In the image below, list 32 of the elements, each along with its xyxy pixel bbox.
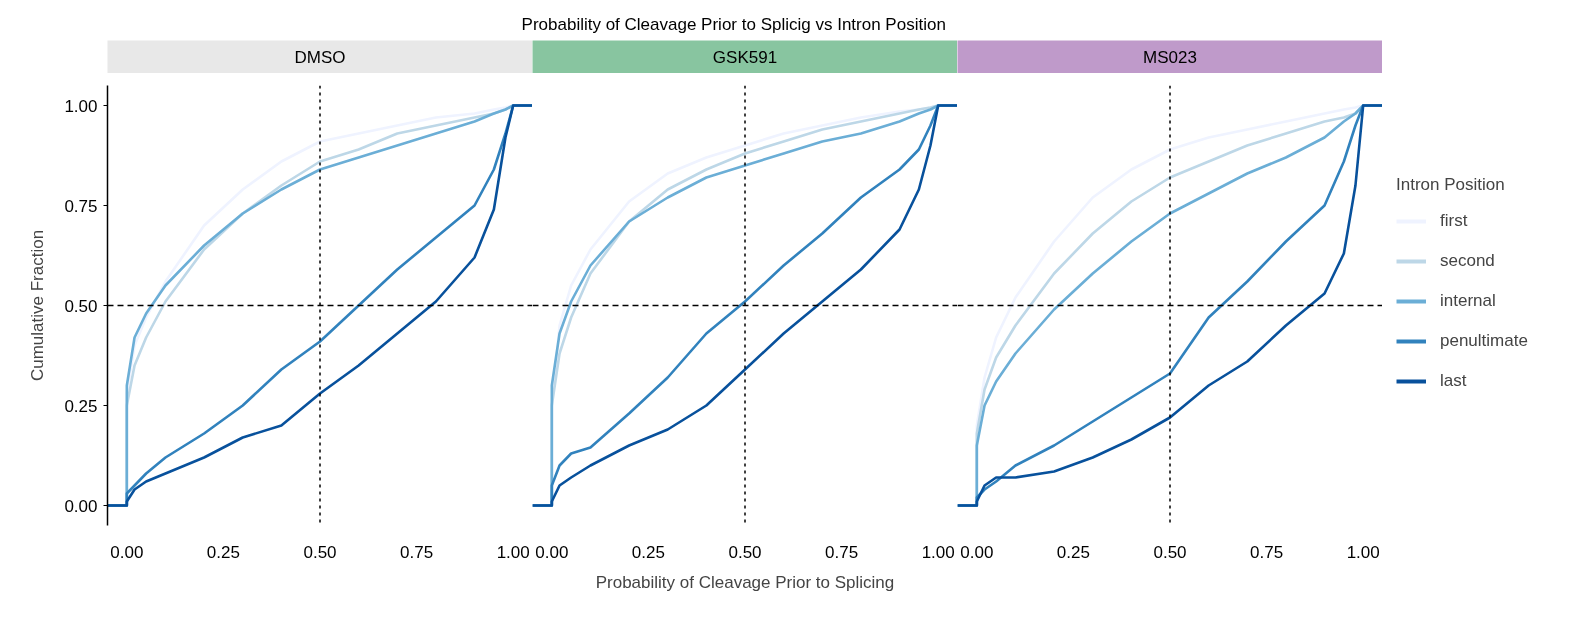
chart-title: DMSO [294, 47, 346, 67]
x-tick-label: 0.25 [206, 542, 240, 562]
x-tick-label: 0.75 [1250, 542, 1284, 562]
legend-label: second [1440, 250, 1495, 271]
x-tick-label: 1.00 [496, 542, 530, 562]
x-tick-label: 0.00 [110, 542, 144, 562]
text: Probability of Cleavage Prior to Splicig vs Intron Position [521, 15, 946, 34]
x-tick-label: 0.50 [303, 542, 337, 562]
y-tick-label: 0.00 [64, 496, 98, 516]
x-tick-label: 0.00 [535, 542, 569, 562]
chart-title: GSK591 [712, 47, 778, 67]
legend-label: penultimate [1440, 330, 1528, 351]
y-tick-label: 0.50 [64, 296, 98, 316]
legend-label: first [1440, 210, 1468, 231]
x-tick-label: 0.25 [631, 542, 665, 562]
x-tick-label: 1.00 [921, 542, 955, 562]
legend-title: Intron Position [1396, 174, 1506, 195]
x-tick-label: 0.00 [960, 542, 994, 562]
x-tick-label: 0.50 [728, 542, 762, 562]
x-tick-label: 0.75 [400, 542, 434, 562]
x-axis-title: Probability of Cleavage Prior to Splicing [595, 572, 895, 592]
x-tick-label: 0.25 [1056, 542, 1090, 562]
y-tick-label: 1.00 [64, 96, 98, 116]
legend-label: internal [1440, 290, 1496, 311]
y-axis-title: Cumulative Fraction [28, 229, 48, 382]
legend-label: last [1440, 370, 1467, 391]
y-tick-label: 0.25 [64, 396, 98, 416]
x-tick-label: 0.50 [1153, 542, 1187, 562]
x-tick-label: 0.75 [825, 542, 859, 562]
y-tick-label: 0.75 [64, 196, 98, 216]
x-tick-label: 1.00 [1346, 542, 1380, 562]
chart-title: MS023 [1143, 47, 1197, 67]
